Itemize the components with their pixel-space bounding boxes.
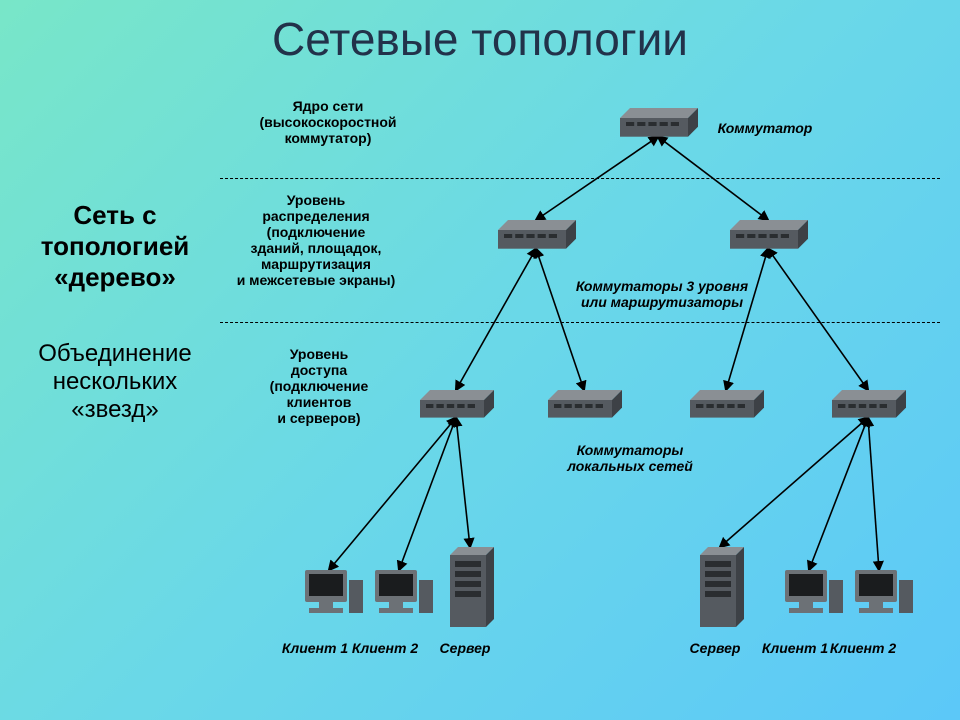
label-client2-left: Клиент 2: [350, 640, 420, 656]
label-client1-left: Клиент 1: [280, 640, 350, 656]
label-access-right: Коммутаторылокальных сетей: [530, 442, 730, 474]
label-core: Ядро сети(высокоскоростнойкоммутатор): [236, 98, 420, 146]
label-client1-right: Клиент 1: [760, 640, 830, 656]
label-server-left: Сервер: [430, 640, 500, 656]
label-distribution-right: Коммутаторы 3 уровняили маршрутизаторы: [552, 278, 772, 310]
label-core-right: Коммутатор: [700, 120, 830, 136]
label-server-right: Сервер: [680, 640, 750, 656]
topology-devices: [0, 0, 960, 720]
label-access: Уровеньдоступа(подключениеклиентови серв…: [234, 346, 404, 426]
label-client2-right: Клиент 2: [828, 640, 898, 656]
label-distribution: Уровеньраспределения(подключениезданий, …: [216, 192, 416, 289]
